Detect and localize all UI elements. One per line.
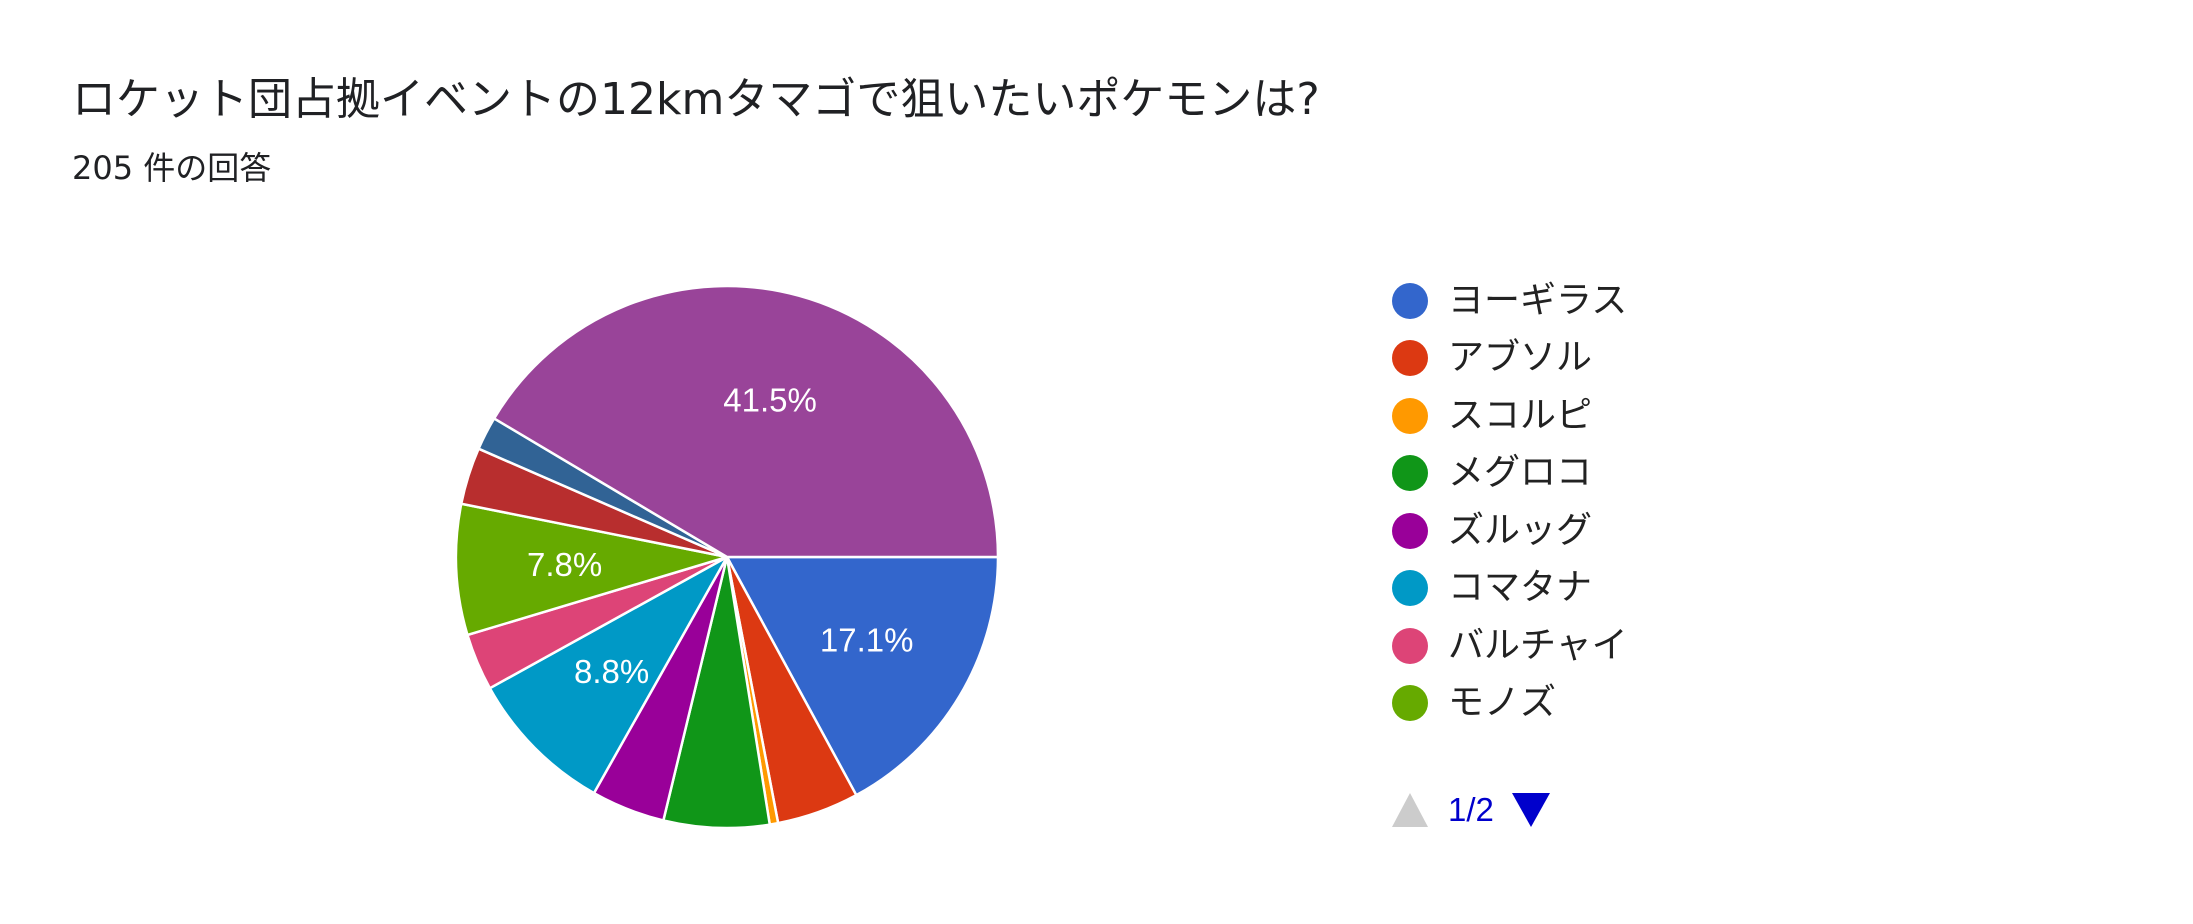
legend-swatch	[1392, 512, 1428, 549]
legend-label: モノズ	[1448, 682, 1557, 724]
legend-swatch	[1392, 282, 1428, 319]
legend-swatch	[1392, 397, 1428, 434]
legend-swatch	[1392, 570, 1428, 607]
legend-item[interactable]: ヨーギラス	[1392, 272, 1628, 330]
legend-item[interactable]: コマタナ	[1392, 560, 1628, 618]
triangle-down-icon[interactable]	[1511, 793, 1550, 827]
page-indicator: 1/2	[1448, 791, 1494, 828]
response-count: 205 件の回答	[72, 149, 272, 187]
legend-label: ズルッグ	[1448, 509, 1593, 551]
legend-item[interactable]: アブソル	[1392, 330, 1628, 388]
slice-label: 17.1%	[820, 622, 914, 659]
legend-swatch	[1392, 340, 1428, 377]
chart-title: ロケット団占拠イベントの12kmタマゴで狙いたいポケモンは?	[72, 74, 1320, 125]
legend-item[interactable]: スコルピ	[1392, 387, 1628, 445]
legend-item[interactable]: モノズ	[1392, 675, 1628, 733]
legend-label: スコルピ	[1448, 394, 1593, 436]
legend-label: バルチャイ	[1448, 624, 1628, 666]
legend-label: コマタナ	[1448, 567, 1593, 609]
pie-slice[interactable]	[454, 502, 729, 637]
slice-label: 8.8%	[574, 653, 649, 690]
legend-swatch	[1392, 685, 1428, 722]
legend-pager: 1/2	[1392, 786, 1550, 834]
legend-item[interactable]: メグロコ	[1392, 445, 1628, 503]
legend-label: ヨーギラス	[1448, 279, 1628, 321]
slice-label: 7.8%	[527, 546, 602, 583]
legend-swatch	[1392, 627, 1428, 664]
pie-slice[interactable]	[725, 555, 1000, 797]
pie-slice[interactable]	[488, 555, 729, 795]
pie-slice[interactable]	[492, 284, 1000, 559]
pie-chart: 17.1% 8.8% 7.8% 41.5%	[454, 284, 1000, 830]
legend-label: アブソル	[1448, 337, 1593, 379]
legend-item[interactable]: バルチャイ	[1392, 617, 1628, 675]
triangle-up-icon	[1392, 793, 1428, 827]
legend-label: メグロコ	[1448, 452, 1593, 494]
legend-swatch	[1392, 455, 1428, 492]
legend-item[interactable]: ズルッグ	[1392, 502, 1628, 560]
legend: ヨーギラス アブソル スコルピ メグロコ ズルッグ コマタナ バルチャイ モノズ	[1392, 272, 1628, 732]
slice-label: 41.5%	[723, 382, 817, 419]
